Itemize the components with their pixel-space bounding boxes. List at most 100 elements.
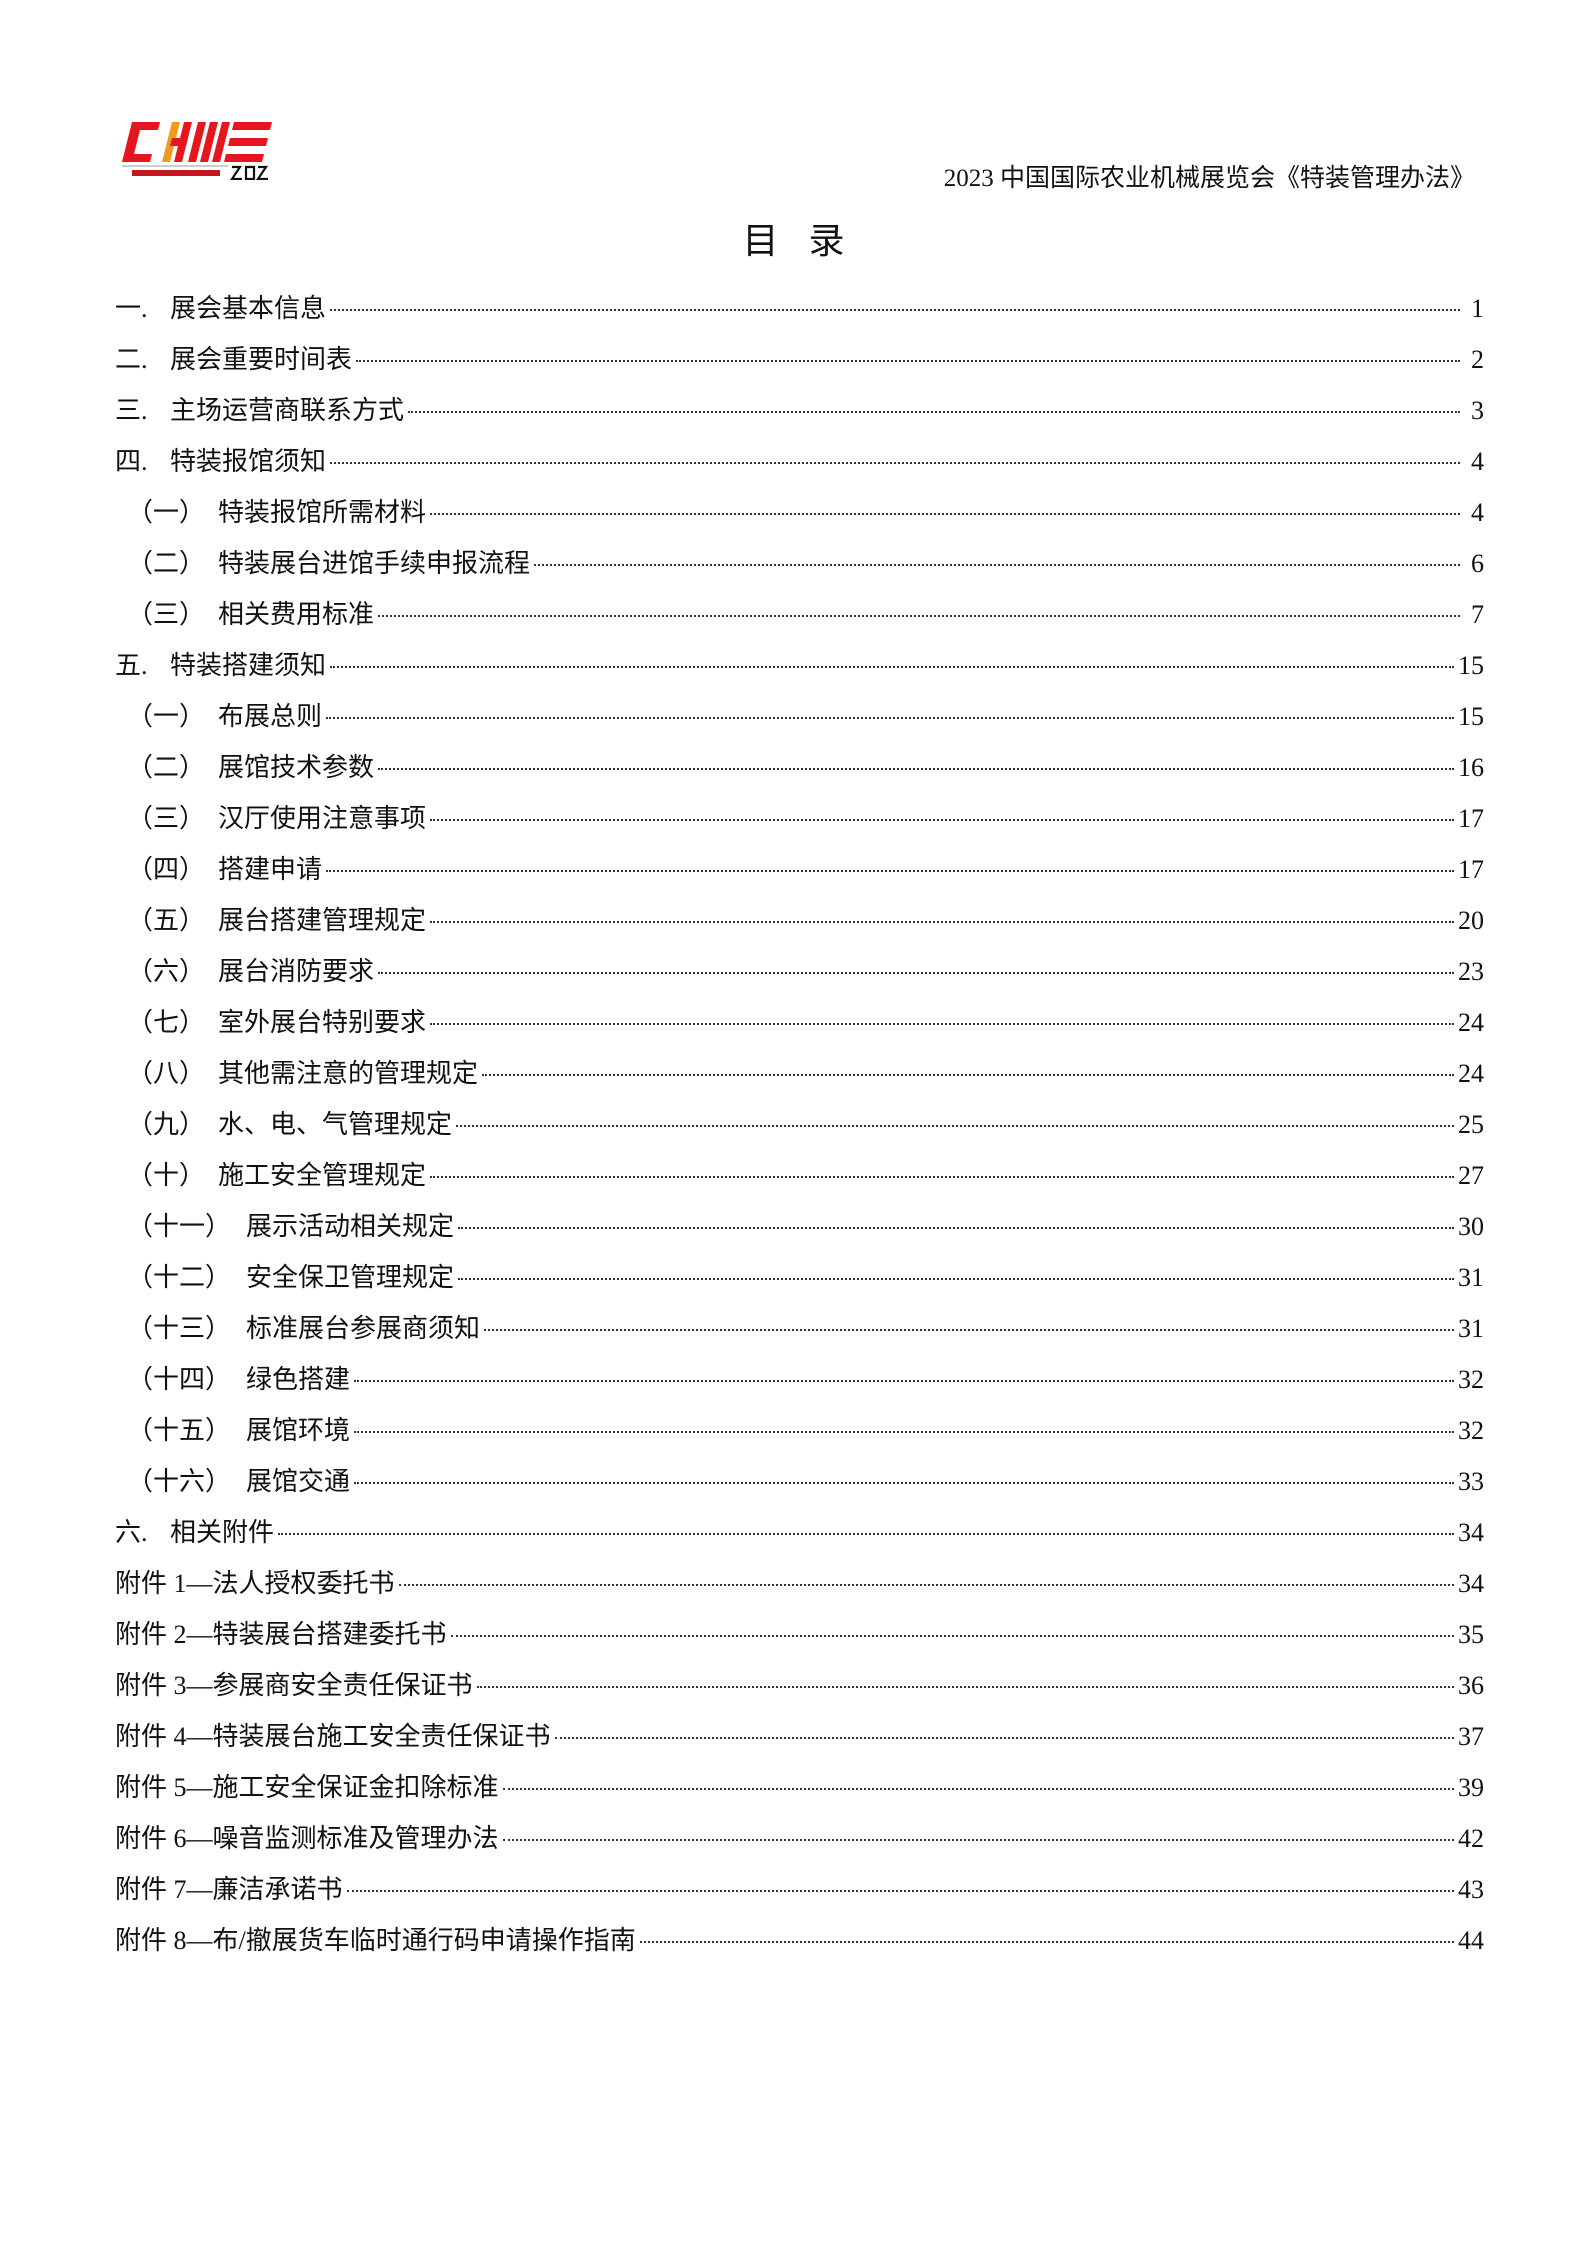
toc-entry-title: 搭建申请 (218, 855, 323, 884)
toc-entry-number: （三） (127, 804, 206, 833)
toc-entry-title: 展会基本信息 (170, 294, 327, 323)
dot-leader (458, 1278, 1454, 1280)
toc-entry[interactable]: 二. 展会重要时间表 2 (115, 341, 1484, 392)
toc-entry-number: （十一） (127, 1212, 232, 1241)
dot-leader (476, 1686, 1454, 1688)
toc-entry[interactable]: （九） 水、电、气管理规定 25 (115, 1106, 1484, 1157)
toc-entry-page: 32 (1458, 1416, 1484, 1445)
ciame-logo (122, 120, 272, 181)
toc-entry[interactable]: （三） 相关费用标准 7 (115, 596, 1484, 647)
dot-leader (502, 1839, 1454, 1841)
dot-leader (354, 1482, 1454, 1484)
toc-entry-number: （十三） (127, 1314, 232, 1343)
toc-entry[interactable]: （八） 其他需注意的管理规定 24 (115, 1055, 1484, 1106)
toc-entry-number: 一. (115, 294, 148, 323)
toc-entry-page: 33 (1458, 1467, 1484, 1496)
toc-entry-page: 30 (1458, 1212, 1484, 1241)
toc-entry-page: 35 (1458, 1620, 1484, 1649)
toc-entry[interactable]: 附件 6—噪音监测标准及管理办法 42 (115, 1820, 1484, 1871)
toc-entry[interactable]: （二） 特装展台进馆手续申报流程 6 (115, 545, 1484, 596)
toc-entry-title: 展台搭建管理规定 (218, 906, 427, 935)
toc-entry-number: （十六） (127, 1467, 232, 1496)
toc-entry[interactable]: （十三） 标准展台参展商须知 31 (115, 1310, 1484, 1361)
toc-entry-number: 六. (115, 1518, 148, 1547)
toc-entry-page: 23 (1458, 957, 1484, 986)
toc-entry[interactable]: 六. 相关附件 34 (115, 1514, 1484, 1565)
toc-entry[interactable]: 附件 3—参展商安全责任保证书 36 (115, 1667, 1484, 1718)
page-title: 目录 (742, 221, 875, 261)
toc-entry-page: 17 (1458, 855, 1484, 884)
toc-entry-page: 39 (1458, 1773, 1484, 1802)
dot-leader (398, 1584, 1454, 1586)
toc-entry-page: 34 (1458, 1518, 1484, 1547)
toc-entry-number: （六） (127, 957, 206, 986)
toc-entry[interactable]: 附件 7—廉洁承诺书 43 (115, 1871, 1484, 1922)
toc-entry-number: （十） (127, 1161, 206, 1190)
header-title: 2023 中国国际农业机械展览会《特装管理办法》 (943, 165, 1475, 192)
toc-entry[interactable]: （十） 施工安全管理规定 27 (115, 1157, 1484, 1208)
toc-entry[interactable]: （十六） 展馆交通 33 (115, 1463, 1484, 1514)
dot-leader (450, 1635, 1454, 1637)
toc-entry[interactable]: （三） 汉厅使用注意事项 17 (115, 800, 1484, 851)
toc-entry-page: 3 (1471, 396, 1484, 425)
toc-entry-title: 特装搭建须知 (170, 651, 327, 680)
toc-entry-title: 特装展台进馆手续申报流程 (218, 549, 531, 578)
toc-entry-title: 附件 6—噪音监测标准及管理办法 (115, 1824, 499, 1853)
toc-entry[interactable]: （十一） 展示活动相关规定 30 (115, 1208, 1484, 1259)
toc-entry[interactable]: （一） 特装报馆所需材料 4 (115, 494, 1484, 545)
dot-leader (378, 615, 1460, 617)
toc-entry[interactable]: （四） 搭建申请 17 (115, 851, 1484, 902)
toc-entry[interactable]: 附件 1—法人授权委托书 34 (115, 1565, 1484, 1616)
toc-entry[interactable]: （六） 展台消防要求 23 (115, 953, 1484, 1004)
toc-entry-page: 32 (1458, 1365, 1484, 1394)
dot-leader (456, 1125, 1454, 1127)
toc-entry[interactable]: 四. 特装报馆须知 4 (115, 443, 1484, 494)
toc-entry-title: 展示活动相关规定 (246, 1212, 455, 1241)
toc-entry[interactable]: 附件 5—施工安全保证金扣除标准 39 (115, 1769, 1484, 1820)
toc-entry-title: 特装报馆须知 (170, 447, 327, 476)
toc-entry[interactable]: 三. 主场运营商联系方式 3 (115, 392, 1484, 443)
toc-entry-page: 44 (1458, 1926, 1484, 1955)
dot-leader (330, 462, 1460, 464)
toc-entry-number: （十二） (127, 1263, 232, 1292)
dot-leader (430, 921, 1454, 923)
toc-entry-title: 附件 2—特装展台搭建委托书 (115, 1620, 447, 1649)
dot-leader (354, 1431, 1454, 1433)
toc-entry[interactable]: （五） 展台搭建管理规定 20 (115, 902, 1484, 953)
toc-entry[interactable]: （十五） 展馆环境 32 (115, 1412, 1484, 1463)
toc-entry-number: （四） (127, 855, 206, 884)
toc-entry[interactable]: （二） 展馆技术参数 16 (115, 749, 1484, 800)
toc-entry-title: 附件 7—廉洁承诺书 (115, 1875, 343, 1904)
toc-entry-number: （五） (127, 906, 206, 935)
toc-entry[interactable]: 附件 8—布/撤展货车临时通行码申请操作指南 44 (115, 1922, 1484, 1973)
toc-entry-title: 展馆环境 (246, 1416, 351, 1445)
toc-entry[interactable]: （十四） 绿色搭建 32 (115, 1361, 1484, 1412)
toc-entry-number: （一） (127, 498, 206, 527)
toc-entry[interactable]: （十二） 安全保卫管理规定 31 (115, 1259, 1484, 1310)
toc-entry-number: （三） (127, 600, 206, 629)
toc-entry-title: 其他需注意的管理规定 (218, 1059, 479, 1088)
dot-leader (430, 1176, 1454, 1178)
toc-entry-page: 31 (1458, 1263, 1484, 1292)
toc-entry[interactable]: 五. 特装搭建须知 15 (115, 647, 1484, 698)
toc-entry-number: （九） (127, 1110, 206, 1139)
toc-entry[interactable]: 附件 2—特装展台搭建委托书 35 (115, 1616, 1484, 1667)
toc-entry-page: 42 (1458, 1824, 1484, 1853)
toc-entry-title: 展会重要时间表 (170, 345, 353, 374)
dot-leader (484, 1329, 1454, 1331)
toc-entry[interactable]: 附件 4—特装展台施工安全责任保证书 37 (115, 1718, 1484, 1769)
toc-entry-page: 2 (1471, 345, 1484, 374)
toc-entry[interactable]: （七） 室外展台特别要求 24 (115, 1004, 1484, 1055)
toc-entry-number: （二） (127, 549, 206, 578)
toc-entry[interactable]: 一. 展会基本信息 1 (115, 290, 1484, 341)
dot-leader (430, 1023, 1454, 1025)
toc-entry-title: 主场运营商联系方式 (170, 396, 405, 425)
toc-entry-page: 7 (1471, 600, 1484, 629)
toc-entry[interactable]: （一） 布展总则 15 (115, 698, 1484, 749)
dot-leader (326, 717, 1454, 719)
toc-entry-title: 附件 1—法人授权委托书 (115, 1569, 395, 1598)
toc-entry-page: 1 (1471, 294, 1484, 323)
toc-entry-number: （八） (127, 1059, 206, 1088)
toc-entry-title: 附件 4—特装展台施工安全责任保证书 (115, 1722, 551, 1751)
toc-entry-title: 展馆技术参数 (218, 753, 375, 782)
